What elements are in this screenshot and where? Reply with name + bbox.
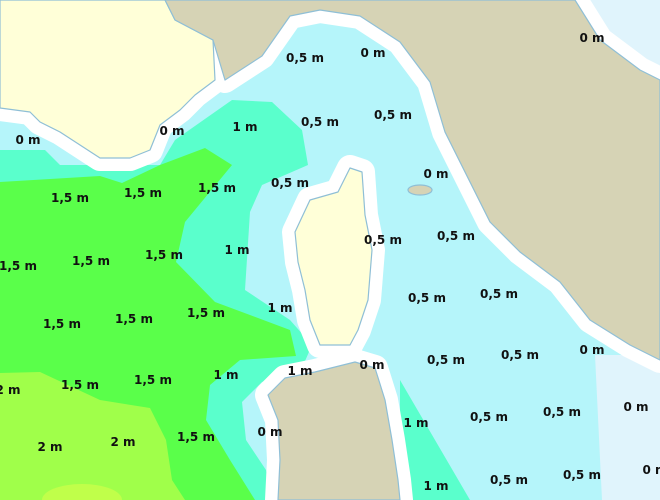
wave-height-label: 1,5 m bbox=[198, 181, 236, 195]
wave-height-label: 0,5 m bbox=[408, 291, 446, 305]
wave-height-label: 1,5 m bbox=[0, 259, 37, 273]
wave-height-label: 0,5 m bbox=[490, 473, 528, 487]
land-italy bbox=[164, 0, 660, 361]
wave-height-label: 1,5 m bbox=[115, 312, 153, 326]
zone-2m-peak bbox=[42, 484, 122, 500]
wave-height-label: 1 m bbox=[423, 479, 449, 493]
wave-height-label: 1,5 m bbox=[177, 430, 215, 444]
wave-height-label: 1,5 m bbox=[43, 317, 81, 331]
wave-height-label: 0 m bbox=[359, 358, 385, 372]
wave-height-label: 1,5 m bbox=[124, 186, 162, 200]
wave-height-label: 2 m bbox=[37, 440, 63, 454]
wave-height-label: 0 m bbox=[579, 343, 605, 357]
wave-height-label: 2 m bbox=[110, 435, 136, 449]
wave-height-label: 1 m bbox=[232, 120, 258, 134]
wave-height-label: 1,5 m bbox=[51, 191, 89, 205]
wave-height-label: 0,5 m bbox=[543, 405, 581, 419]
wave-height-label: 1 m bbox=[213, 368, 239, 382]
wave-height-label: 0 m bbox=[15, 133, 41, 147]
wave-height-label: 1 m bbox=[224, 243, 250, 257]
wave-height-label: 0,5 m bbox=[470, 410, 508, 424]
island-elba bbox=[407, 184, 433, 196]
wave-height-label: 0,5 m bbox=[437, 229, 475, 243]
wave-height-label: 0,5 m bbox=[364, 233, 402, 247]
wave-height-label: 0,5 m bbox=[427, 353, 465, 367]
wave-height-label: 0,5 m bbox=[286, 51, 324, 65]
wave-height-label: 0,5 m bbox=[501, 348, 539, 362]
wave-height-label: 0,5 m bbox=[271, 176, 309, 190]
wave-height-label: 1 m bbox=[267, 301, 293, 315]
wave-height-label: 0,5 m bbox=[301, 115, 339, 129]
wave-height-label: 2 m bbox=[0, 383, 21, 397]
zone-2m bbox=[0, 372, 185, 500]
wave-height-label: 0 m bbox=[159, 124, 185, 138]
zone-0m-offshore-se bbox=[595, 355, 660, 500]
wave-height-label: 0 m bbox=[257, 425, 283, 439]
wave-height-label: 0,5 m bbox=[480, 287, 518, 301]
land-sardinia bbox=[267, 361, 401, 500]
land-corsica bbox=[294, 167, 373, 346]
wave-height-label: 1 m bbox=[403, 416, 429, 430]
wave-height-label: 1,5 m bbox=[61, 378, 99, 392]
wave-height-label: 0 m bbox=[623, 400, 649, 414]
wave-height-label: 0,5 m bbox=[563, 468, 601, 482]
wave-height-label: 1,5 m bbox=[134, 373, 172, 387]
wave-height-label: 0 m bbox=[579, 31, 605, 45]
wave-height-label: 0 m bbox=[423, 167, 449, 181]
wave-height-label: 0,5 m bbox=[374, 108, 412, 122]
wave-height-label: 0 m bbox=[642, 463, 660, 477]
wave-height-label: 1,5 m bbox=[187, 306, 225, 320]
wave-height-label: 0 m bbox=[360, 46, 386, 60]
wave-height-label: 1,5 m bbox=[145, 248, 183, 262]
wave-height-label: 1,5 m bbox=[72, 254, 110, 268]
wave-height-label: 1 m bbox=[287, 364, 313, 378]
